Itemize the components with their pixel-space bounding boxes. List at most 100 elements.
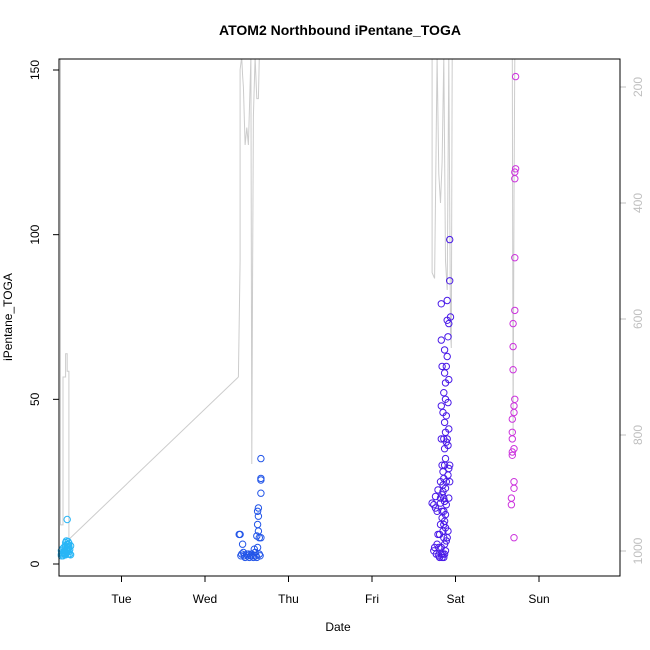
data-point [434,486,442,494]
data-point [254,504,263,512]
data-point [444,441,452,450]
data-point [431,492,440,501]
data-point [510,534,518,542]
x-tick-label: Thu [278,592,299,606]
data-points-layer [57,72,520,562]
data-point [444,333,452,341]
data-point [511,165,520,173]
data-point [442,501,450,509]
data-point [446,277,454,285]
data-point [507,501,516,509]
data-point [445,464,453,473]
data-point [441,547,450,555]
x-tick-label: Sat [446,592,465,606]
data-point [443,352,451,361]
data-point [508,451,516,459]
x-tick-label: Sun [528,592,549,606]
y-tick-label: 50 [28,392,42,406]
altitude-segment [237,59,260,465]
data-point [445,319,453,328]
data-point [444,471,452,479]
y-tick-label: 100 [28,224,42,244]
right-y-tick-label: 200 [631,77,645,97]
data-point [257,534,265,542]
plot-frame [58,58,621,577]
axes-layer: 0 50 100 150 Tue Wed Thu Fri Sat Sun 200 400 600 800 1… [28,60,645,606]
data-point [440,369,449,377]
data-point [441,510,450,519]
data-point [446,313,455,321]
data-point [511,395,519,403]
data-point [445,425,453,433]
data-point [444,527,452,535]
data-point [442,537,450,545]
data-point [238,540,247,548]
data-point [257,489,265,497]
data-point [510,484,518,492]
data-point [254,512,263,520]
data-point [442,478,450,486]
data-point [446,461,454,469]
right-y-tick-label: 400 [631,193,645,213]
data-point [442,362,450,371]
data-point [440,418,449,427]
data-point [236,530,244,539]
data-point [437,402,445,410]
data-point [252,552,260,560]
data-point [510,445,518,453]
data-point [253,543,262,552]
data-point [509,342,517,351]
data-point [445,375,453,384]
right-y-tick-label: 800 [631,425,645,445]
data-point [509,366,517,374]
data-point [435,543,443,552]
x-tick-label: Fri [365,592,379,606]
data-point [66,546,74,554]
data-point [446,478,454,486]
data-point [511,306,519,315]
data-point [445,494,453,502]
data-point [444,398,452,407]
data-point [437,336,445,344]
right-y-tick-label: 1000 [631,537,645,564]
data-point [66,551,75,559]
y-tick-label: 0 [28,560,42,567]
chart-title: ATOM2 Northbound iPentane_TOGA [219,22,461,38]
data-point [508,428,516,436]
altitude-segment [431,59,453,349]
data-point [508,435,516,443]
data-point [509,319,517,328]
data-point [428,499,436,507]
data-point [440,346,449,354]
altitude-line-layer [60,59,516,540]
data-point [507,494,516,502]
data-point [66,550,74,558]
data-point [253,507,262,515]
data-point [510,402,518,410]
data-point [438,362,446,371]
data-point [63,515,71,524]
data-point [510,408,518,417]
data-point [66,542,75,550]
data-point [440,553,448,562]
data-point [446,235,454,244]
data-point [508,415,516,423]
data-point [440,389,448,397]
x-tick-label: Tue [111,592,132,606]
data-point [510,478,518,486]
data-point [256,552,264,560]
data-point [257,454,265,463]
y-axis-label: iPentane_TOGA [1,273,15,361]
data-point [511,72,520,81]
data-point [441,454,450,463]
data-point [440,494,448,502]
data-point [440,550,449,558]
y-tick-label: 150 [28,60,42,80]
right-y-tick-label: 600 [631,309,645,329]
x-axis-label: Date [325,620,351,634]
data-point [511,254,519,262]
altitude-segment [511,59,516,436]
altitude-segment [68,376,239,540]
data-point [257,474,265,483]
